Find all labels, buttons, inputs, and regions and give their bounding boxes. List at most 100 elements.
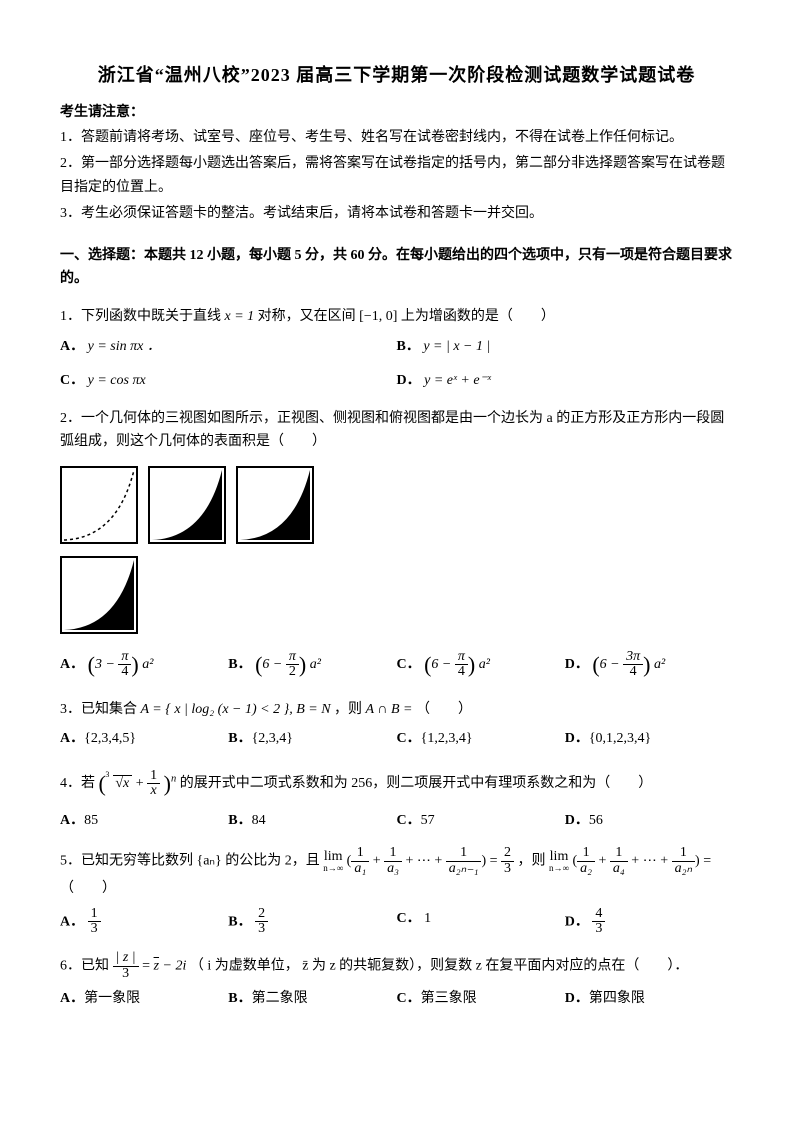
q2b-2: 2: [286, 665, 299, 680]
question-1: 1．下列函数中既关于直线 x = 1 对称，又在区间 [−1, 0] 上为增函数…: [60, 305, 733, 329]
q2-opt-b: B． (6 − π2) a²: [228, 646, 390, 683]
f: a₁: [351, 862, 369, 877]
q2a-pi: π: [118, 650, 131, 666]
opt-label: B．: [228, 657, 251, 672]
notice-1: 1．答题前请将考场、试室号、座位号、考生号、姓名写在试卷密封线内，不得在试卷上作…: [60, 126, 733, 150]
q1-opt-c: C． y = cos πx: [60, 369, 383, 393]
opt-text: 56: [589, 813, 603, 828]
q1-stem-post: 上为增函数的是（ ）: [401, 309, 555, 324]
notice-2: 2．第一部分选择题每小题选出答案后，需将答案写在试卷指定的括号内，第二部分非选择…: [60, 152, 733, 200]
q4-options: A．85 B．84 C．57 D．56: [60, 809, 733, 833]
q1-stem-mid: 对称，又在区间: [258, 309, 360, 324]
opt-text: 第四象限: [589, 991, 645, 1006]
opt-label: D．: [565, 657, 589, 672]
opt-text: y = sin πx ．: [88, 339, 161, 354]
q5-lim2: lim: [550, 849, 569, 864]
opt-text: 第二象限: [252, 991, 308, 1006]
q6-stem-pre: 6．已知: [60, 958, 113, 973]
f: 3: [592, 922, 605, 937]
question-2: 2．一个几何体的三视图如图所示，正视图、侧视图和俯视图都是由一个边长为 a 的正…: [60, 407, 733, 455]
q2d-a2: a²: [654, 657, 665, 672]
q3-opt-c: C．{1,2,3,4}: [396, 727, 558, 751]
q3-options: A．{2,3,4,5} B．{2,3,4} C．{1,2,3,4} D．{0,1…: [60, 727, 733, 751]
q2d-pre: 6 −: [600, 657, 620, 672]
q6-opt-c: C．第三象限: [396, 987, 558, 1011]
q3-stem-pre: 3．已知集合: [60, 702, 141, 717]
q4-n: n: [171, 773, 176, 784]
q5-opt-c: C． 1: [396, 907, 558, 937]
opt-text: 85: [84, 813, 98, 828]
opt-label: A．: [60, 731, 84, 746]
opt-text: 57: [421, 813, 435, 828]
f: 4: [592, 907, 605, 923]
q5-stem-pre: 5．已知无穷等比数列 {aₙ} 的公比为 2，且: [60, 854, 320, 869]
opt-label: C．: [396, 991, 420, 1006]
opt-label: D．: [565, 731, 589, 746]
f: 3: [501, 862, 514, 877]
q1-options: A． y = sin πx ． B． y = | x − 1 | C． y = …: [60, 335, 733, 393]
f: 1: [384, 846, 402, 862]
opt-label: A．: [60, 991, 84, 1006]
q2a-4: 4: [118, 665, 131, 680]
q2d-pi: 3π: [623, 650, 643, 666]
opt-label: B．: [396, 339, 419, 354]
q5-stem-mid: ，则: [518, 854, 546, 869]
q2c-pi: π: [455, 650, 468, 666]
opt-text: 第一象限: [84, 991, 140, 1006]
q2a-a2: a²: [142, 657, 153, 672]
section-1-heading: 一、选择题：本题共 12 小题，每小题 5 分，共 60 分。在每小题给出的四个…: [60, 244, 733, 292]
opt-label: B．: [228, 813, 251, 828]
f: 1: [446, 846, 482, 862]
q4-1: 1: [147, 769, 160, 785]
q5-stem-post: （ ）: [60, 881, 116, 896]
opt-text: 第三象限: [421, 991, 477, 1006]
opt-label: C．: [396, 731, 420, 746]
q2a-pre: 3 −: [95, 657, 115, 672]
q6-options: A．第一象限 B．第二象限 C．第三象限 D．第四象限: [60, 987, 733, 1011]
question-6: 6．已知 | z |3 = z − 2i （ i 为虚数单位， z̄ 为 z 的…: [60, 951, 733, 981]
q5-limsub: n→∞: [323, 864, 343, 873]
opt-label: B．: [228, 991, 251, 1006]
opt-label: C．: [396, 657, 420, 672]
opt-label: D．: [565, 813, 589, 828]
opt-label: A．: [60, 339, 84, 354]
opt-text: {2,3,4,5}: [84, 731, 136, 746]
opt-text: y = eˣ + e⁻ˣ: [424, 373, 491, 388]
q3-opt-a: A．{2,3,4,5}: [60, 727, 222, 751]
q5-lim: lim: [324, 849, 343, 864]
opt-label: C．: [396, 911, 420, 926]
f: 1: [577, 846, 595, 862]
q2-opt-c: C． (6 − π4) a²: [396, 646, 558, 683]
q2-opt-a: A． (3 − π4) a²: [60, 646, 222, 683]
q2-figure-row-1: [60, 466, 733, 544]
q3-setA: A = { x | log₂ (x − 1) < 2 }, B = N: [141, 702, 331, 717]
q4-stem-pre: 4．若: [60, 776, 95, 791]
q1-stem-pre: 1．下列函数中既关于直线: [60, 309, 225, 324]
q2-fig-3: [236, 466, 314, 544]
q3-opt-d: D．{0,1,2,3,4}: [565, 727, 727, 751]
q2-fig-4: [60, 556, 138, 634]
f: a₄: [610, 862, 628, 877]
q5-limsub2: n→∞: [549, 864, 569, 873]
q6-opt-a: A．第一象限: [60, 987, 222, 1011]
q6-opt-d: D．第四象限: [565, 987, 727, 1011]
opt-label: D．: [565, 991, 589, 1006]
q5-opt-a: A． 13: [60, 907, 222, 937]
q5-opt-d: D． 43: [565, 907, 727, 937]
f: 1: [672, 846, 695, 862]
q2c-a2: a²: [479, 657, 490, 672]
q2b-a2: a²: [310, 657, 321, 672]
q4-x: x: [123, 776, 129, 791]
q3-stem-post: （ ）: [416, 702, 472, 717]
q3-opt-b: B．{2,3,4}: [228, 727, 390, 751]
opt-label: C．: [60, 373, 84, 388]
opt-text: 84: [252, 813, 266, 828]
f: 1: [610, 846, 628, 862]
opt-text: {0,1,2,3,4}: [589, 731, 651, 746]
opt-label: A．: [60, 813, 84, 828]
q1-interval: [−1, 0]: [359, 309, 397, 324]
f: 1: [351, 846, 369, 862]
q5-opt-b: B． 23: [228, 907, 390, 937]
notice-3: 3．考生必须保证答题卡的整洁。考试结束后，请将本试卷和答题卡一并交回。: [60, 202, 733, 226]
q2-fig-1: [60, 466, 138, 544]
